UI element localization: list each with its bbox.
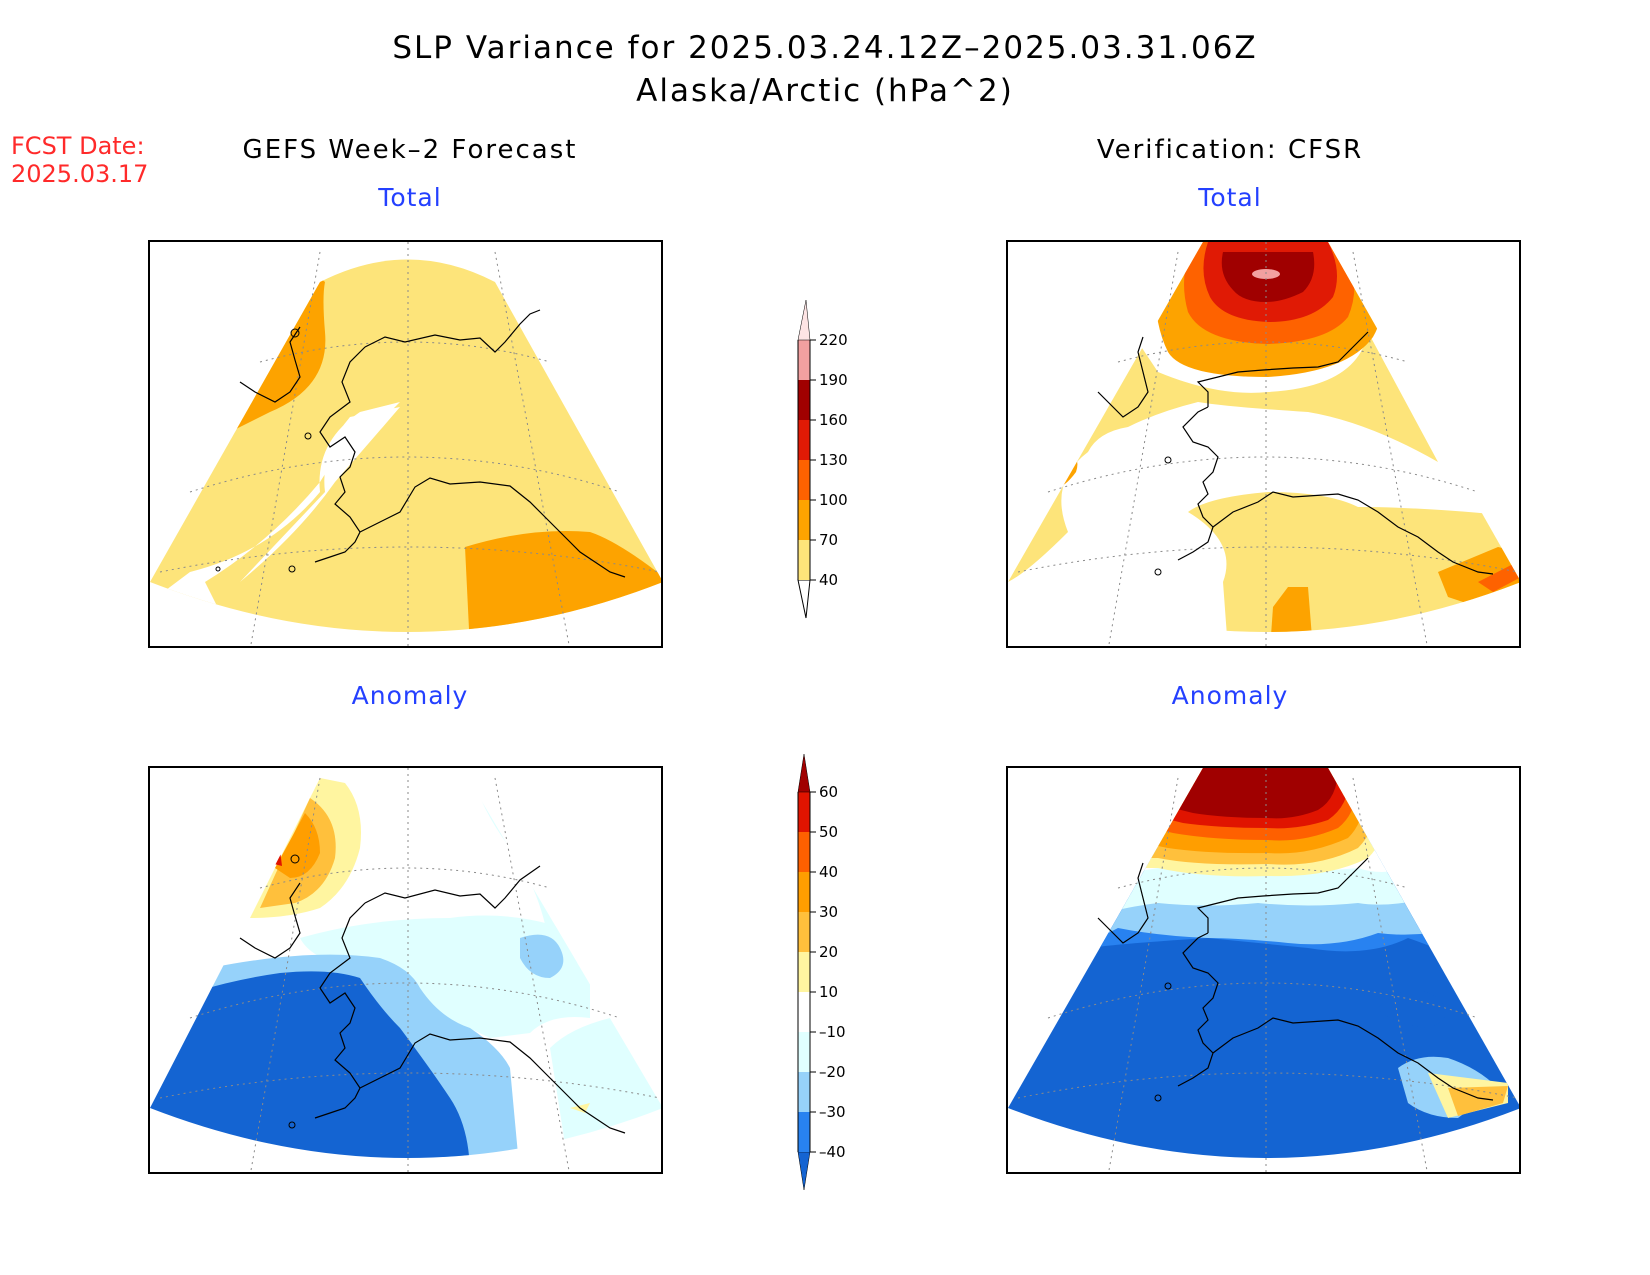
map-verification-total [1006, 240, 1521, 648]
colorbar-segment [798, 340, 810, 380]
forecast-column-title: GEFS Week–2 Forecast [242, 135, 578, 165]
verification-column-title: Verification: CFSR [1096, 135, 1364, 165]
colorbar-tick-label: 40 [819, 571, 838, 589]
colorbar-tick-label: –40 [819, 1143, 846, 1161]
fill-below-minus-40 [150, 971, 470, 1158]
colorbar-segment [798, 832, 810, 872]
colorbar-tick-label: –20 [819, 1063, 846, 1081]
colorbar-tick-label: –10 [819, 1023, 846, 1041]
colorbar-lower-extension [797, 579, 811, 619]
colorbar-tick-label: 60 [819, 783, 838, 801]
colorbar-segment [798, 952, 810, 992]
colorbar-total: 40 70 100 130 160 190 220 [790, 280, 870, 624]
fcst-date-label: FCST Date: [11, 132, 145, 160]
verification-anomaly-label: Anomaly [1171, 681, 1289, 710]
colorbar-tick-label: 10 [819, 983, 838, 1001]
main-subtitle: Alaska/Arctic (hPa^2) [636, 73, 1014, 109]
colorbar-tick-label: 160 [819, 411, 848, 429]
colorbar-tick-label: 30 [819, 903, 838, 921]
colorbar-segment [798, 460, 810, 500]
colorbar-segment [798, 1032, 810, 1072]
coastline [239, 865, 626, 1134]
colorbar-segment [798, 380, 810, 420]
colorbar-lower-extension [797, 1151, 811, 1191]
forecast-total-label: Total [378, 183, 442, 212]
map-verification-anomaly [1006, 766, 1521, 1174]
coastline [239, 309, 626, 578]
coastline [1097, 331, 1494, 575]
colorbar-segment [798, 1112, 810, 1152]
colorbar-tick-label: 190 [819, 371, 848, 389]
colorbar-segment [798, 792, 810, 832]
fcst-date-value: 2025.03.17 [11, 160, 149, 188]
colorbar-segment [798, 500, 810, 540]
colorbar-tick-label: 70 [819, 531, 838, 549]
colorbar-tick-label: 20 [819, 943, 838, 961]
colorbar-segment [798, 420, 810, 460]
colorbar-segment [798, 1072, 810, 1112]
colorbar-anomaly: –40 –30 –20 –10 10 20 30 40 50 60 [790, 752, 870, 1216]
colorbar-segment [798, 540, 810, 580]
colorbar-upper-extension [797, 753, 811, 793]
colorbar-tick-label: 130 [819, 451, 848, 469]
colorbar-tick-label: –30 [819, 1103, 846, 1121]
colorbar-segment [798, 912, 810, 952]
colorbar-tick-label: 40 [819, 863, 838, 881]
verification-total-label: Total [1198, 183, 1262, 212]
map-forecast-total [148, 240, 663, 648]
colorbar-upper-extension [797, 299, 811, 341]
map-forecast-anomaly [148, 766, 663, 1174]
main-title: SLP Variance for 2025.03.24.12Z–2025.03.… [392, 30, 1258, 66]
colorbar-segment [798, 872, 810, 912]
colorbar-tick-label: 100 [819, 491, 848, 509]
colorbar-tick-label: 220 [819, 331, 848, 349]
colorbar-tick-label: 50 [819, 823, 838, 841]
colorbar-segment [798, 992, 810, 1032]
coastline [1097, 857, 1494, 1101]
forecast-anomaly-label: Anomaly [351, 681, 469, 710]
